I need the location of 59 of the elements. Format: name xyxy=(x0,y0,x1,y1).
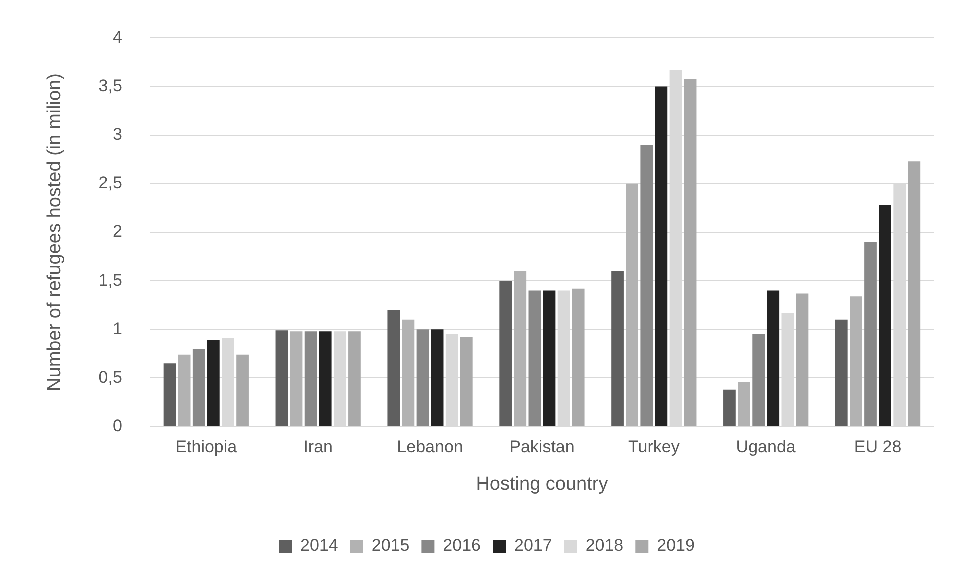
bar xyxy=(388,310,400,426)
y-tick-label: 2,5 xyxy=(98,174,122,193)
y-tick-label: 0 xyxy=(112,416,122,436)
bar xyxy=(796,294,809,426)
y-tick-label: 4 xyxy=(112,28,122,47)
bar xyxy=(767,290,780,426)
bar xyxy=(543,290,556,426)
x-tick-label: Ethiopia xyxy=(176,438,238,457)
bar xyxy=(304,332,318,426)
bar xyxy=(835,320,848,426)
y-tick-label: 3,5 xyxy=(98,76,122,96)
bar xyxy=(879,205,892,426)
bar xyxy=(416,330,430,426)
bar xyxy=(460,337,473,426)
y-tick-label: 1,5 xyxy=(98,270,122,290)
bar xyxy=(431,330,444,426)
bar xyxy=(402,320,415,426)
bar xyxy=(864,242,877,426)
bar xyxy=(572,288,585,426)
legend-label: 2017 xyxy=(514,536,552,556)
x-tick-label: Uganda xyxy=(736,438,796,457)
x-tick-label: Pakistan xyxy=(510,438,575,457)
y-tick-label: 0,5 xyxy=(98,368,122,387)
bar xyxy=(655,86,668,426)
bar xyxy=(724,390,736,426)
bar xyxy=(207,340,220,426)
y-axis-title: Number of refugees hosted (in milion) xyxy=(44,74,66,392)
bar xyxy=(528,290,542,426)
bar xyxy=(164,364,176,426)
bar xyxy=(348,332,361,426)
bar xyxy=(178,354,191,426)
bar xyxy=(276,330,288,426)
legend-label: 2014 xyxy=(300,536,338,556)
bar xyxy=(626,184,639,426)
y-tick-label: 3 xyxy=(112,125,122,144)
bar xyxy=(752,334,765,426)
bar xyxy=(738,382,750,426)
legend-label: 2015 xyxy=(372,536,410,556)
x-tick-label: Iran xyxy=(304,438,333,457)
bar xyxy=(192,349,206,426)
bar xyxy=(514,271,527,426)
legend-label: 2019 xyxy=(657,536,695,556)
bar xyxy=(612,271,624,426)
bar xyxy=(236,354,249,426)
bar xyxy=(319,332,332,426)
x-tick-label: Lebanon xyxy=(397,438,464,457)
bar xyxy=(290,332,303,426)
x-axis-title: Hosting country xyxy=(476,474,609,495)
bar xyxy=(850,296,862,426)
y-tick-label: 1 xyxy=(112,319,122,338)
bar xyxy=(640,145,654,426)
bar xyxy=(684,79,697,426)
y-tick-label: 2 xyxy=(112,222,122,242)
bar xyxy=(500,281,512,426)
legend-label: 2018 xyxy=(586,536,624,556)
bar xyxy=(908,162,921,426)
x-tick-label: EU 28 xyxy=(854,438,902,457)
legend-label: 2016 xyxy=(443,536,482,556)
x-tick-label: Turkey xyxy=(628,438,680,457)
